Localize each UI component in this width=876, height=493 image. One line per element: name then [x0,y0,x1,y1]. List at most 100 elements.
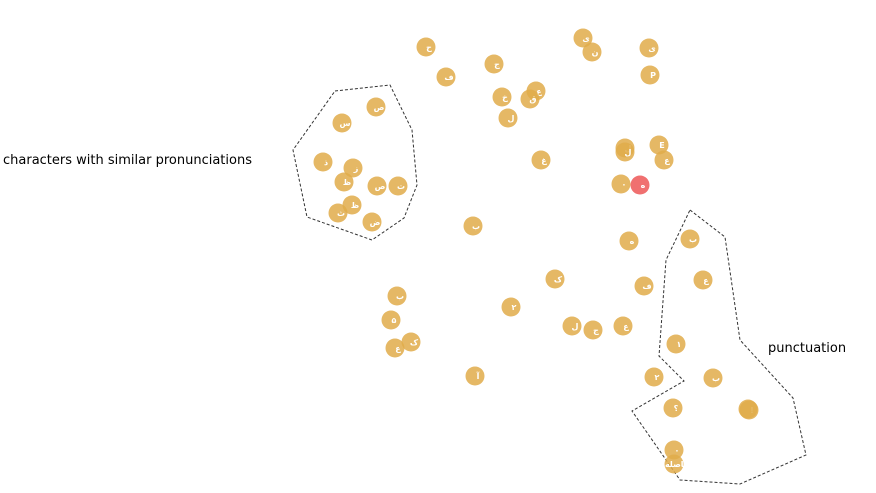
data-point-label: ق [529,95,536,104]
data-point-marker [663,398,683,418]
region-similar-pronunciations [292,84,418,241]
data-point: ۵ [381,310,401,330]
data-point-label: ص [375,182,386,192]
data-point-label: ل [625,148,632,157]
data-point-marker [492,87,512,107]
data-point-label: ع [703,276,709,285]
data-point: ۰ [611,174,631,194]
data-point-marker [334,172,354,192]
data-point-label: ظ [343,178,351,187]
data-point-label: ۱ [677,340,682,349]
data-point: آ [465,366,485,386]
data-point-label: ۲ [512,303,517,312]
data-point-marker [332,113,352,133]
data-point: ل [562,316,582,336]
data-point-marker [664,440,684,460]
data-point: ع [385,338,405,358]
data-point-marker [388,176,408,196]
data-point: فاصله [664,454,689,474]
data-point-label: ب [472,222,480,231]
data-point-label: ج [593,326,599,335]
data-point-label: ۲ [655,373,660,382]
data-point: ف [436,67,456,87]
data-point: ث [328,203,348,223]
data-point-label: آ [476,371,480,381]
data-point-marker [520,89,540,109]
region-outlines [292,84,807,485]
data-point-label: ف [642,282,651,291]
data-point: ۲ [501,297,521,317]
data-point-label: ؟ [674,404,679,413]
data-point-label: ه [641,181,646,190]
data-point-marker [387,286,407,306]
data-point: ب [680,229,700,249]
data-point-label: ۰ [622,180,627,189]
data-point-label: ع [623,322,629,331]
data-point-marker [343,158,363,178]
data-point-label: ی [648,44,655,53]
data-point-label: ک [554,275,563,284]
data-point-marker [738,399,758,419]
data-point-marker [366,97,386,117]
data-point: ص [367,176,387,196]
data-point: E [649,135,669,155]
data-point-marker [531,150,551,170]
data-point: ظ [334,172,354,192]
data-point-marker [328,203,348,223]
region-punctuation [631,209,807,485]
data-point-label: ع [536,87,542,96]
data-point-marker [573,28,593,48]
data-point-label: ه [630,237,635,246]
data-point: ج [583,320,603,340]
data-point-label: ع [395,344,401,353]
data-point-marker [654,150,674,170]
data-point-marker [342,195,362,215]
data-point-label: ح [426,43,432,52]
data-point-marker [484,54,504,74]
data-point-marker [313,152,333,172]
data-point-label: ل [572,322,579,331]
data-point: غ [531,150,551,170]
data-point-marker [465,366,485,386]
data-point: ؟ [663,398,683,418]
data-point [738,399,758,419]
data-point: س [332,113,352,133]
data-point-marker [401,332,421,352]
data-point-label: س [339,119,350,129]
data-point-marker [666,334,686,354]
data-point: ب [703,368,723,388]
data-point-label: ۰ [675,446,680,455]
data-point-label: ک [410,338,419,347]
data-point-marker [436,67,456,87]
data-point: ع [654,150,674,170]
data-point: ۱ [666,334,686,354]
data-point-label: ض [370,218,381,228]
data-point-marker [613,316,633,336]
data-point-label: ب [396,292,404,301]
data-point-marker [381,310,401,330]
data-point-label: ن [592,48,599,57]
data-point: ک [401,332,421,352]
data-point-marker [634,276,654,296]
data-point-marker [644,367,664,387]
data-point: ل [615,142,635,162]
data-point: ۲ [644,367,664,387]
data-point-marker [367,176,387,196]
data-point-label: ی [582,34,589,43]
data-point: ب [463,216,483,236]
data-point: ق [520,89,540,109]
data-point: ل [498,108,518,128]
data-point-marker [416,37,436,57]
data-point-marker [615,142,635,162]
data-point: ص [366,97,386,117]
data-point-marker [703,368,723,388]
data-point-marker [498,108,518,128]
data-point: ت [388,176,408,196]
data-point-marker [649,135,669,155]
data-point-label: ذ [324,158,328,167]
data-point-label: ت [397,182,405,191]
data-point: ه [619,231,639,251]
data-point: ه [630,175,650,195]
data-point-label: E [659,141,664,150]
data-point: ع [613,316,633,336]
